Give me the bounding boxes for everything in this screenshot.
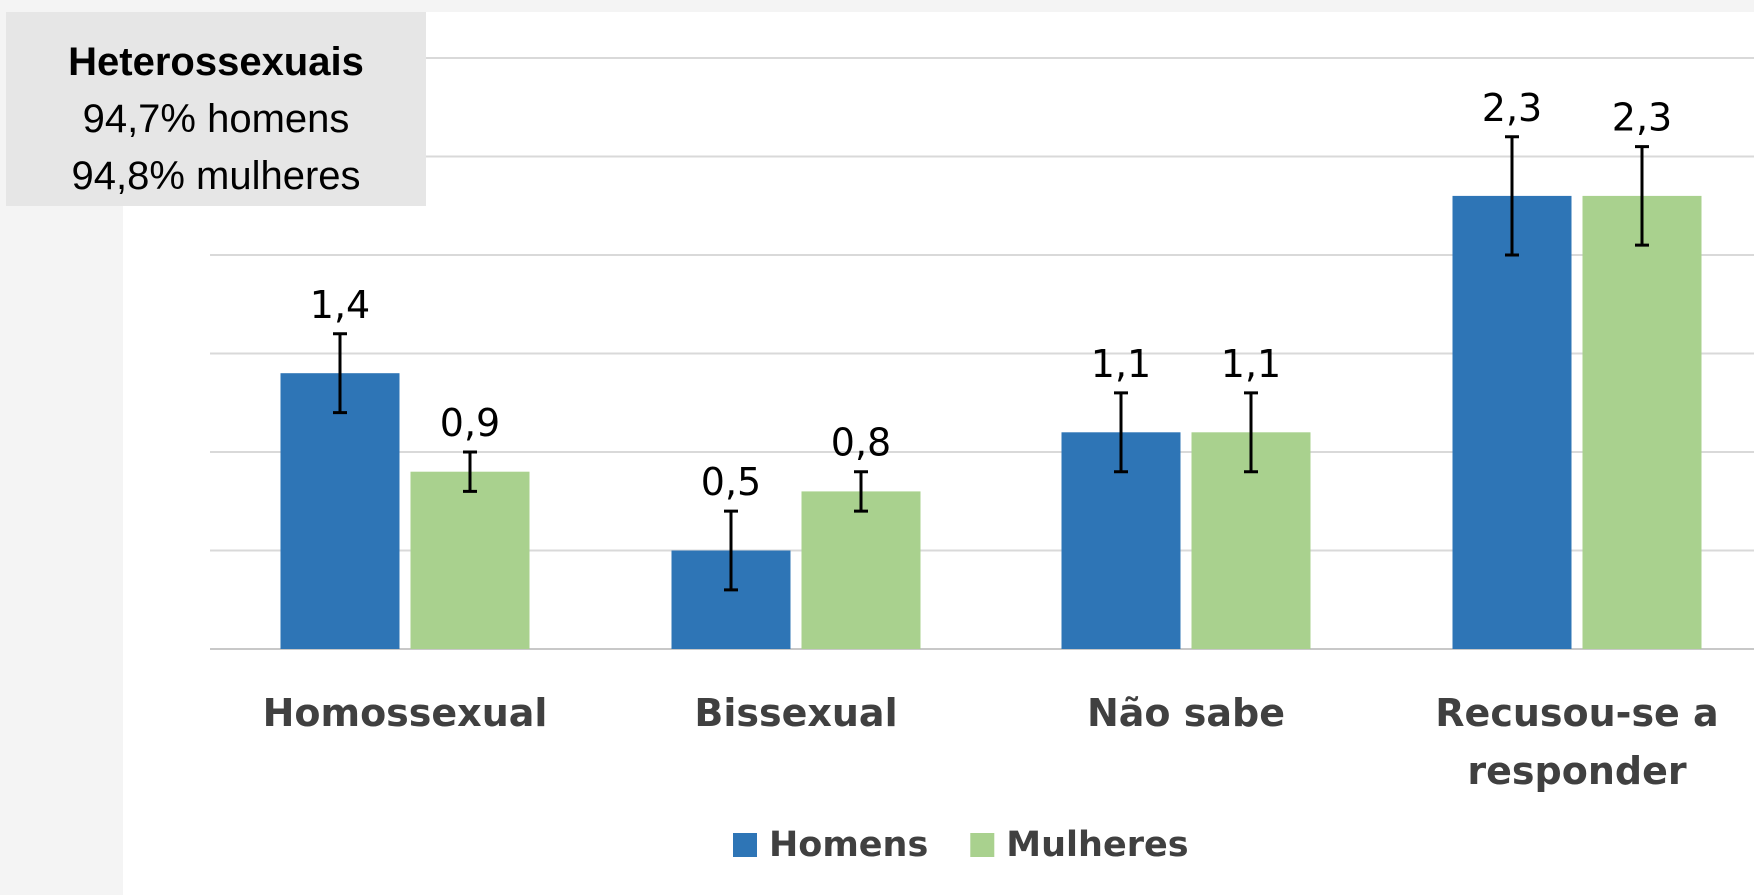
data-label: 1,1	[1091, 342, 1151, 386]
error-bar	[724, 509, 738, 592]
data-label: 0,5	[701, 460, 761, 504]
data-label: 2,3	[1482, 86, 1542, 130]
error-bar	[333, 332, 347, 415]
error-bar	[1244, 391, 1258, 474]
top-strip	[0, 0, 1754, 12]
data-label: 2,3	[1612, 96, 1672, 140]
annotation-line: 94,7% homens	[82, 97, 350, 141]
x-tick-label: Recusou-se a responder	[1435, 691, 1719, 793]
legend-swatch	[733, 833, 757, 857]
x-tick-label: Homossexual	[262, 691, 548, 735]
data-label: 0,8	[831, 421, 891, 465]
error-bar	[854, 470, 868, 513]
annotation-title: Heterossexuais	[68, 40, 364, 84]
x-tick-label: Não sabe	[1086, 691, 1285, 735]
error-bar	[1635, 145, 1649, 247]
x-tick-label: Bissexual	[694, 691, 898, 735]
data-label: 1,4	[310, 283, 370, 327]
bar	[410, 471, 530, 649]
annotation-line: 94,8% mulheres	[71, 154, 361, 198]
bar	[280, 373, 400, 649]
bar	[1452, 195, 1572, 649]
bar	[1582, 195, 1702, 649]
legend-label: Homens	[769, 825, 928, 865]
legend-swatch	[970, 833, 995, 857]
error-bar	[1114, 391, 1128, 474]
error-bar	[1505, 135, 1519, 257]
legend-label: Mulheres	[1006, 825, 1188, 865]
error-bar	[463, 450, 477, 493]
data-label: 0,9	[440, 401, 500, 445]
data-label: 1,1	[1221, 342, 1281, 386]
annotation-box: Heterossexuais 94,7% homens 94,8% mulher…	[6, 12, 426, 206]
bar	[801, 491, 921, 649]
